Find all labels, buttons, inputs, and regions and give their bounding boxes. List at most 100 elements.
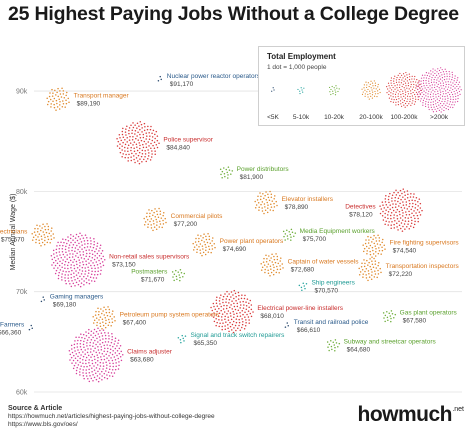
employment-dot: [268, 255, 270, 257]
employment-dot: [90, 260, 92, 262]
employment-dot: [71, 269, 73, 272]
legend-dot: [437, 77, 439, 79]
source-link-article[interactable]: https://howmuch.net/articles/highest-pay…: [8, 413, 215, 420]
employment-dot: [241, 326, 243, 329]
legend-dot: [432, 101, 434, 103]
employment-dot: [90, 240, 92, 242]
employment-dot: [83, 365, 85, 368]
legend-dot: [402, 92, 404, 95]
source-link-bls[interactable]: https://www.bls.gov/oes/: [8, 421, 78, 428]
employment-dot: [64, 277, 66, 279]
employment-dot: [330, 345, 333, 348]
y-axis-label: Median Annual Wage ($): [10, 194, 17, 271]
employment-dot: [389, 192, 391, 195]
employment-dot: [374, 273, 377, 275]
legend-dot: [425, 95, 427, 97]
employment-dot: [102, 264, 105, 267]
employment-dot: [270, 268, 272, 270]
employment-dot: [374, 245, 376, 247]
point-value: $65,350: [193, 340, 217, 347]
legend-dot: [404, 89, 406, 91]
employment-dot: [237, 291, 240, 294]
employment-dot: [270, 196, 273, 198]
employment-dot: [57, 258, 60, 260]
legend-dot: [437, 68, 439, 70]
legend-dot: [405, 85, 407, 87]
employment-dot: [385, 195, 387, 197]
employment-dot: [41, 238, 43, 240]
employment-dot: [128, 153, 130, 156]
employment-dot: [82, 237, 85, 239]
legend-dot: [363, 87, 365, 89]
employment-dot: [114, 320, 116, 322]
employment-dot: [160, 78, 162, 81]
employment-dot: [100, 358, 103, 361]
employment-dot: [144, 153, 147, 155]
legend-dot: [430, 96, 432, 98]
employment-dot: [125, 134, 127, 136]
employment-dot: [98, 310, 100, 313]
legend-dot: [421, 95, 423, 98]
point-value: $72,680: [291, 266, 315, 273]
employment-dot: [110, 324, 112, 327]
employment-dot: [56, 91, 58, 94]
employment-dot: [75, 369, 78, 372]
employment-dot: [221, 313, 224, 315]
legend-dot: [370, 80, 372, 82]
legend-dot: [374, 90, 376, 93]
employment-dot: [156, 139, 159, 142]
employment-dot: [118, 133, 121, 136]
employment-dot: [171, 271, 174, 273]
employment-dot: [408, 199, 410, 202]
legend-dot: [447, 108, 450, 111]
employment-dot: [398, 210, 401, 213]
employment-dot: [95, 261, 98, 263]
legend-dot: [457, 83, 459, 86]
employment-dot: [127, 144, 130, 147]
legend-dot: [435, 110, 438, 112]
employment-dot: [101, 375, 103, 377]
employment-dot: [224, 315, 226, 318]
employment-dot: [103, 344, 105, 347]
employment-dot: [75, 233, 78, 236]
employment-dot: [410, 208, 412, 211]
employment-dot: [124, 131, 127, 133]
employment-dot: [55, 259, 57, 262]
employment-dot: [402, 201, 404, 203]
legend-dot: [438, 87, 440, 89]
employment-dot: [363, 259, 365, 261]
employment-dot: [331, 348, 333, 351]
employment-dot: [221, 319, 223, 321]
employment-dot: [414, 217, 416, 220]
employment-dot: [100, 266, 102, 268]
employment-dot: [408, 210, 410, 213]
legend-dot: [272, 87, 274, 89]
legend-dot: [365, 81, 367, 83]
legend-dot: [439, 106, 441, 108]
legend-dot: [395, 101, 397, 103]
legend-dot: [417, 98, 419, 101]
employment-dot: [85, 281, 88, 284]
employment-dot: [135, 137, 137, 140]
employment-dot: [381, 201, 384, 203]
employment-dot: [412, 202, 414, 205]
employment-dot: [236, 315, 239, 317]
employment-dot: [362, 273, 364, 275]
employment-dot: [104, 347, 106, 350]
employment-dot: [125, 128, 127, 130]
employment-dot: [133, 155, 135, 157]
employment-dot: [413, 223, 416, 226]
employment-dot: [53, 256, 56, 259]
employment-dot: [419, 207, 422, 209]
employment-dot: [252, 311, 254, 313]
employment-dot: [148, 132, 150, 134]
employment-dot: [404, 217, 407, 219]
employment-dot: [229, 321, 231, 324]
employment-dot: [132, 126, 135, 129]
legend-dot: [367, 96, 369, 98]
employment-dot: [402, 215, 404, 217]
employment-dot: [259, 198, 262, 201]
employment-dot: [396, 217, 399, 220]
employment-dot: [384, 223, 386, 225]
employment-dot: [177, 336, 180, 339]
